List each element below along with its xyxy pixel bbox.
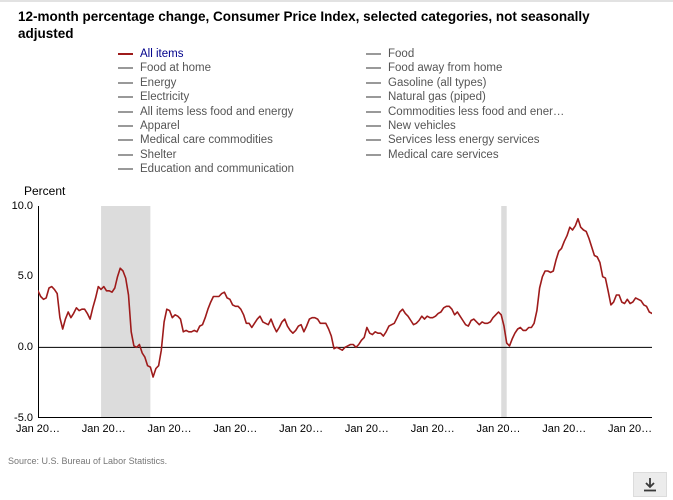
- recession-band: [501, 206, 507, 419]
- legend-item-label: Commodities less food and ener…: [388, 105, 565, 118]
- legend-item-energy[interactable]: Energy: [118, 76, 366, 90]
- legend-swatch-icon: [366, 124, 381, 127]
- legend-swatch-icon: [118, 110, 133, 113]
- legend-item-label: All items: [140, 47, 184, 60]
- legend-item-label: Food away from home: [388, 62, 503, 75]
- legend-swatch-icon: [118, 139, 133, 142]
- legend-swatch-icon: [118, 67, 133, 70]
- legend-item-label: All items less food and energy: [140, 105, 294, 118]
- source-note: Source: U.S. Bureau of Labor Statistics.: [8, 456, 168, 467]
- legend-item-label: Gasoline (all types): [388, 76, 487, 89]
- y-axis-tick-label: 0.0: [17, 341, 33, 354]
- page-title: 12-month percentage change, Consumer Pri…: [18, 9, 590, 41]
- legend-swatch-icon: [118, 124, 133, 127]
- x-axis-tick-label: Jan 20…: [279, 423, 324, 436]
- legend-item-all-items-less-food-and-energy[interactable]: All items less food and energy: [118, 104, 366, 118]
- legend-swatch-icon: [366, 139, 381, 142]
- legend-item-label: Services less energy services: [388, 134, 540, 147]
- y-axis-tick-label: -5.0: [14, 411, 33, 424]
- legend-item-label: Medical care commodities: [140, 134, 273, 147]
- legend-column-1: All items Food at home Energy Electricity Al…: [118, 47, 366, 177]
- legend-swatch-icon: [118, 96, 133, 99]
- recession-band: [101, 206, 151, 419]
- legend-item-shelter[interactable]: Shelter: [118, 147, 366, 161]
- legend-item-label: Natural gas (piped): [388, 91, 486, 104]
- legend-item-food-at-home[interactable]: Food at home: [118, 61, 366, 75]
- legend-item-medical-care-commodities[interactable]: Medical care commodities: [118, 133, 366, 147]
- legend-swatch-icon: [366, 81, 381, 84]
- legend-item-label: Electricity: [140, 91, 190, 104]
- legend-swatch-icon: [366, 52, 381, 55]
- legend-item-services-less-energy-services[interactable]: Services less energy services: [366, 133, 614, 147]
- legend-item-education-and-communication[interactable]: Education and communication: [118, 162, 366, 176]
- legend-item-all-items[interactable]: All items: [118, 47, 366, 61]
- x-axis-tick-label: Jan 20…: [344, 423, 389, 436]
- legend-item-medical-care-services[interactable]: Medical care services: [366, 147, 614, 161]
- all-items-line: [38, 218, 652, 379]
- x-axis-tick-label: Jan 20…: [476, 423, 521, 436]
- legend-swatch-icon: [366, 153, 381, 156]
- legend-item-label: Energy: [140, 76, 177, 89]
- legend-item-label: New vehicles: [388, 119, 456, 132]
- legend: All items Food at home Energy Electricity Al…: [118, 47, 673, 177]
- plot-area: [38, 206, 652, 419]
- legend-swatch-icon: [366, 67, 381, 70]
- download-icon: [644, 477, 656, 491]
- x-axis-tick-label: Jan 20…: [147, 423, 192, 436]
- legend-item-food-away-from-home[interactable]: Food away from home: [366, 61, 614, 75]
- legend-item-label: Medical care services: [388, 148, 499, 161]
- legend-item-label: Food at home: [140, 62, 211, 75]
- legend-swatch-icon: [118, 153, 133, 156]
- legend-item-label: Education and communication: [140, 163, 295, 176]
- x-axis-tick-label: Jan 20…: [213, 423, 258, 436]
- download-button[interactable]: [633, 472, 667, 497]
- legend-item-label: Food: [388, 47, 415, 60]
- legend-column-2: Food Food away from home Gasoline (all typ…: [366, 47, 614, 177]
- legend-item-electricity[interactable]: Electricity: [118, 90, 366, 104]
- legend-swatch-icon: [118, 81, 133, 84]
- legend-swatch-icon: [366, 110, 381, 113]
- legend-item-food[interactable]: Food: [366, 47, 614, 61]
- cpi-line-chart: 10.0 5.0 0.0 -5.0 Jan 20… Jan 20… Jan 20… Jan 2…: [0, 200, 673, 440]
- x-axis-tick-label: Jan 20…: [81, 423, 126, 436]
- x-axis-tick-label: Jan 20…: [15, 423, 61, 436]
- legend-item-natural-gas-piped[interactable]: Natural gas (piped): [366, 90, 614, 104]
- legend-item-new-vehicles[interactable]: New vehicles: [366, 119, 614, 133]
- x-axis-tick-label: Jan 20…: [542, 423, 587, 436]
- legend-item-apparel[interactable]: Apparel: [118, 119, 366, 133]
- legend-item-commodities-less-food-and-ener[interactable]: Commodities less food and ener…: [366, 104, 614, 118]
- x-axis-tick-label: Jan 20…: [608, 423, 653, 436]
- y-axis-tick-label: 5.0: [17, 270, 33, 283]
- legend-swatch-icon: [118, 52, 133, 55]
- legend-swatch-icon: [366, 96, 381, 99]
- legend-item-label: Shelter: [140, 148, 177, 161]
- legend-item-gasoline-all-types[interactable]: Gasoline (all types): [366, 76, 614, 90]
- x-axis-tick-label: Jan 20…: [410, 423, 455, 436]
- legend-swatch-icon: [118, 168, 133, 171]
- y-axis-title: Percent: [24, 184, 66, 199]
- legend-item-label: Apparel: [140, 119, 180, 132]
- y-axis-tick-label: 10.0: [11, 199, 33, 212]
